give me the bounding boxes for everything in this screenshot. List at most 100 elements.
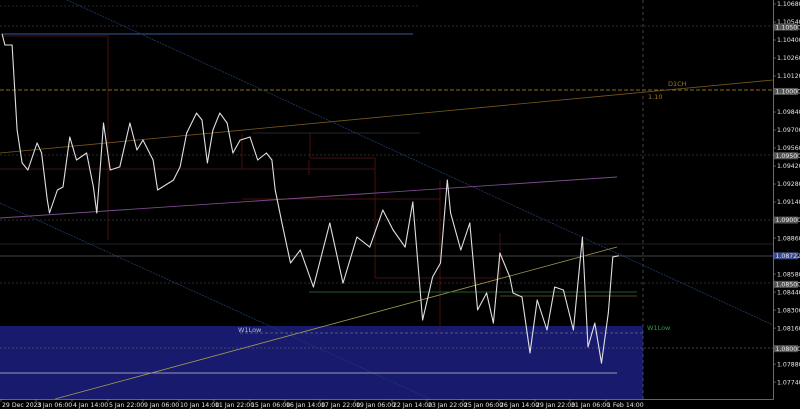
price-point bbox=[172, 179, 174, 181]
price-point bbox=[460, 249, 462, 251]
level-price-label: 1.08500 bbox=[776, 282, 800, 289]
price-point bbox=[477, 309, 479, 311]
price-point bbox=[69, 136, 71, 138]
level-price-label: 1.10500 bbox=[776, 24, 800, 31]
price-point bbox=[62, 186, 64, 188]
price-point bbox=[450, 212, 452, 214]
time-tick-label: 29 Jan 22:00 bbox=[536, 402, 575, 409]
time-tick-label: 26 Jan 14:00 bbox=[500, 402, 539, 409]
price-tick-label: 1.07740 bbox=[777, 379, 800, 386]
w1low-label-left: W1Low bbox=[238, 326, 262, 334]
time-tick-label: 1 Feb 14:00 bbox=[607, 402, 644, 409]
price-point bbox=[157, 189, 159, 191]
price-point bbox=[529, 352, 531, 354]
price-point bbox=[212, 129, 214, 131]
price-point bbox=[196, 112, 197, 114]
price-tick-label: 1.10540 bbox=[777, 19, 800, 26]
round-level-lines bbox=[0, 25, 773, 349]
price-point bbox=[92, 186, 94, 188]
price-point bbox=[136, 149, 138, 151]
price-point bbox=[152, 159, 154, 161]
level-price-label: 1.09000 bbox=[776, 217, 800, 224]
time-tick-label: 9 Jan 06:00 bbox=[144, 402, 179, 409]
price-point bbox=[356, 236, 358, 238]
time-tick-label: 5 Jan 22:00 bbox=[109, 402, 144, 409]
price-point bbox=[1, 33, 3, 35]
price-tick-label: 1.09420 bbox=[777, 163, 800, 170]
current-price-label-box bbox=[774, 252, 798, 260]
range-boxes bbox=[0, 35, 501, 332]
price-point bbox=[49, 212, 50, 214]
level-price-label: 1.09500 bbox=[776, 153, 800, 160]
time-tick-label: 15 Jan 06:00 bbox=[251, 402, 290, 409]
level-price-label-box bbox=[774, 280, 798, 288]
time-tick-label: 19 Jan 06:00 bbox=[356, 402, 395, 409]
price-axis[interactable]: 1.10680 1.10540 1.10400 1.10260 1.10120 1.098… bbox=[773, 1, 800, 386]
price-point bbox=[329, 222, 331, 224]
price-tick-label: 1.09700 bbox=[777, 127, 800, 134]
price-point bbox=[422, 319, 424, 321]
price-tick-label: 1.09560 bbox=[777, 145, 800, 152]
level-price-label-box bbox=[774, 23, 798, 31]
price-point bbox=[601, 362, 602, 364]
price-point bbox=[96, 212, 98, 214]
price-point bbox=[142, 139, 144, 141]
price-tick-label: 1.10680 bbox=[777, 1, 800, 8]
price-point bbox=[554, 286, 556, 288]
price-point bbox=[226, 122, 228, 124]
rising-trendline[interactable] bbox=[54, 246, 618, 400]
price-tick-label: 1.09140 bbox=[777, 199, 800, 206]
price-point bbox=[232, 152, 234, 154]
level-label: 1.10 bbox=[648, 93, 662, 101]
price-point bbox=[587, 346, 589, 348]
price-tick-label: 1.07880 bbox=[777, 361, 800, 368]
price-point bbox=[239, 139, 241, 141]
price-tick-label: 1.08860 bbox=[777, 235, 800, 242]
price-point bbox=[312, 286, 314, 288]
price-line bbox=[1, 33, 619, 364]
lower-channel-line[interactable] bbox=[0, 202, 431, 400]
price-tick-label: 1.08160 bbox=[777, 325, 800, 332]
price-tick-label: 1.08580 bbox=[777, 271, 800, 278]
faint-levels bbox=[0, 5, 773, 245]
price-point bbox=[11, 44, 13, 46]
price-point bbox=[56, 189, 58, 191]
price-point bbox=[299, 249, 301, 251]
time-tick-label: 29 Dec 2023 bbox=[2, 402, 42, 409]
price-point bbox=[562, 289, 564, 291]
price-point bbox=[581, 236, 583, 238]
gold-trendline[interactable] bbox=[0, 79, 774, 154]
price-point bbox=[282, 226, 284, 228]
price-point bbox=[186, 132, 188, 134]
d1ch-label: D1CH bbox=[668, 80, 687, 88]
price-tick-label: 1.10120 bbox=[777, 73, 800, 80]
price-point bbox=[4, 44, 6, 46]
price-point bbox=[129, 122, 131, 124]
price-point bbox=[536, 299, 538, 301]
price-tick-label: 1.08300 bbox=[777, 307, 800, 314]
upper-channel-line[interactable] bbox=[66, 0, 774, 326]
level-price-label-box bbox=[774, 345, 798, 353]
price-point bbox=[41, 152, 43, 154]
price-point bbox=[86, 152, 88, 154]
price-point bbox=[509, 276, 511, 278]
price-point bbox=[16, 129, 18, 131]
price-point bbox=[290, 262, 291, 264]
price-point bbox=[46, 199, 48, 201]
w1-demand-zone bbox=[0, 326, 643, 399]
level-price-label-box bbox=[774, 152, 798, 160]
price-point bbox=[404, 246, 406, 248]
purple-trendline[interactable] bbox=[0, 176, 618, 219]
time-tick-label: 17 Jan 22:00 bbox=[321, 402, 360, 409]
price-point bbox=[21, 162, 23, 164]
price-point bbox=[492, 322, 494, 324]
price-point bbox=[594, 322, 596, 324]
price-point bbox=[103, 122, 104, 124]
price-point bbox=[206, 162, 208, 164]
price-point bbox=[382, 209, 384, 211]
time-tick-label: 4 Jan 14:00 bbox=[73, 402, 108, 409]
price-point bbox=[219, 112, 221, 114]
